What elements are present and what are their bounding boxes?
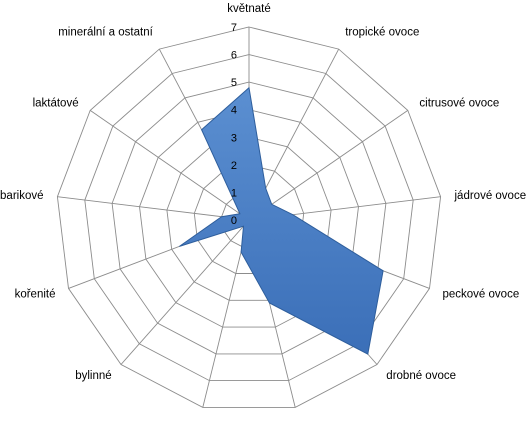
tick-label-2: 2 [231, 160, 237, 172]
grid-ring-6 [84, 54, 414, 382]
tick-label-4: 4 [231, 105, 237, 117]
grid-ring-2 [193, 164, 305, 274]
tick-label-5: 5 [231, 77, 237, 89]
category-label-11: laktátové [33, 97, 79, 109]
grid-ring-3 [166, 136, 332, 301]
spoke-2 [248, 110, 409, 221]
category-label-3: jádrové ovoce [454, 190, 527, 202]
category-label-10: barikové [0, 190, 43, 202]
category-labels: květnaté tropické ovoce citrusové ovoce jád… [0, 3, 527, 382]
tick-label-3: 3 [231, 132, 237, 144]
grid-ring-7 [56, 26, 442, 408]
radial-axis-ticks: 0 1 2 3 4 5 6 7 [231, 22, 237, 227]
category-label-1: tropické ovoce [345, 27, 419, 39]
tick-label-6: 6 [231, 50, 237, 62]
category-label-0: květnaté [227, 3, 270, 15]
tick-label-7: 7 [231, 22, 237, 34]
grid-ring-4 [139, 109, 359, 328]
series-layer [179, 86, 384, 355]
tick-label-0: 0 [231, 215, 237, 227]
spoke-8 [120, 219, 250, 365]
tick-label-1: 1 [231, 187, 237, 199]
series-area-0 [179, 86, 384, 355]
category-label-2: citrusové ovoce [419, 97, 499, 109]
category-label-4: peckové ovoce [443, 288, 520, 300]
category-label-5: drobné ovoce [386, 370, 456, 382]
category-label-12: minerální a ostatní [58, 27, 153, 39]
category-label-8: bylinné [75, 370, 111, 382]
spoke-11 [89, 110, 250, 221]
category-label-9: kořenité [15, 288, 56, 300]
grid-ring-5 [111, 81, 387, 355]
spoke-10 [57, 196, 250, 221]
